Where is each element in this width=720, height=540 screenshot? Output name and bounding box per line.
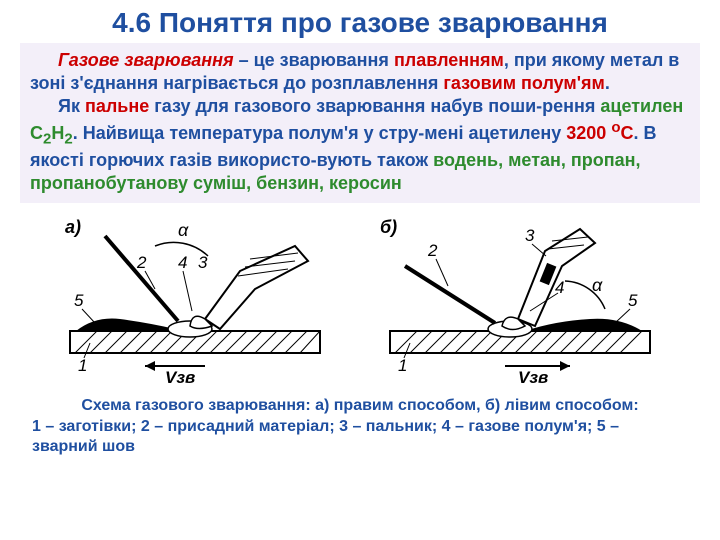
term-gas-flame: газовим полум'ям (443, 73, 604, 93)
a-weld-bead (76, 318, 175, 331)
term-gas-welding: Газове зварювання (58, 50, 234, 70)
p2-t7unit: С (620, 123, 633, 143)
b-num-3: 3 (525, 226, 535, 245)
b-num-1: 1 (398, 356, 407, 375)
p2-t7: 3200 (566, 123, 611, 143)
figure-a: а) (65, 217, 320, 386)
p2-t1: Як (58, 96, 85, 116)
p2-t3: газу для газового зварювання набув поши-… (149, 96, 600, 116)
a-num-1: 1 (78, 356, 87, 375)
label-a: а) (65, 217, 81, 237)
a-num-3: 3 (198, 253, 208, 272)
p2-t6: . Найвища температура полум'я у стру-мен… (73, 123, 567, 143)
a-v-arrowhead (145, 361, 155, 371)
welding-diagram: а) (40, 211, 680, 386)
b-weld-bead (525, 318, 642, 330)
a-num-4: 4 (178, 253, 187, 272)
a-v-label: Vзв (165, 368, 195, 386)
term-temperature: 3200 оС (566, 123, 633, 143)
a-num-5: 5 (74, 291, 84, 310)
a-alpha-label: α (178, 220, 189, 240)
p2-t5sub: 2 (64, 130, 72, 147)
caption-title: Схема газового зварювання: а) правим спо… (32, 396, 688, 417)
figure-b: б) (380, 217, 650, 386)
definition-box: Газове зварювання – це зварювання плавле… (20, 43, 700, 203)
page: 4.6 Поняття про газове зварювання Газове… (0, 0, 720, 540)
b-filler-rod (405, 266, 495, 323)
label-b: б) (380, 217, 397, 237)
b-num-2: 2 (427, 241, 438, 260)
term-fuel: пальне (85, 96, 149, 116)
p2-t5: Н (51, 123, 64, 143)
b-v-label: Vзв (518, 368, 548, 386)
caption-legend: 1 – заготівки; 2 – присадний матеріал; 3… (32, 417, 688, 459)
diagram-container: а) (20, 211, 700, 386)
a-num-2: 2 (136, 253, 147, 272)
b-alpha-label: α (592, 275, 603, 295)
p1-t6: . (605, 73, 610, 93)
paragraph-1: Газове зварювання – це зварювання плавле… (30, 49, 690, 95)
a-torch (205, 246, 308, 329)
diagram-caption: Схема газового зварювання: а) правим спо… (20, 396, 700, 458)
p1-t2: – це зварювання (234, 50, 394, 70)
paragraph-2: Як пальне газу для газового зварювання н… (30, 95, 690, 195)
term-fusion: плавленням (394, 50, 504, 70)
b-v-arrowhead (560, 361, 570, 371)
section-heading: 4.6 Поняття про газове зварювання (20, 8, 700, 39)
a-filler-rod (105, 236, 178, 321)
b-num-5: 5 (628, 291, 638, 310)
